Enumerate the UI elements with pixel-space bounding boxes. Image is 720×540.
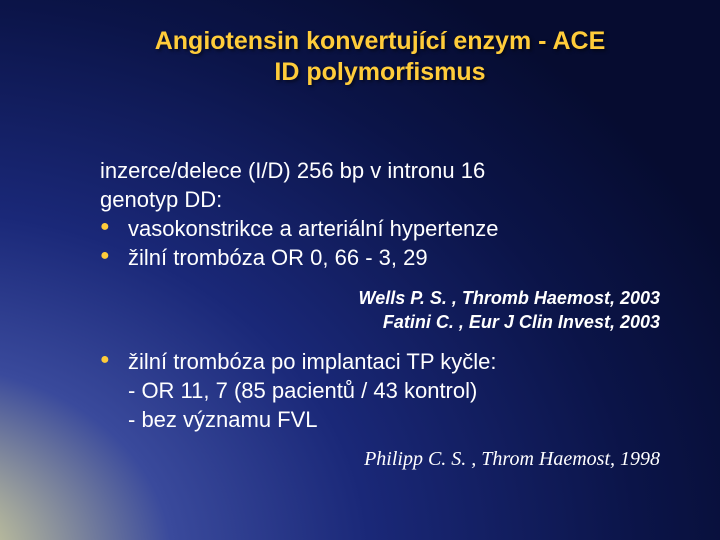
citation-block: Wells P. S. , Thromb Haemost, 2003 Fatin… (100, 286, 670, 335)
slide-title: Angiotensin konvertující enzym - ACE ID … (100, 26, 660, 89)
bullet-subline: - bez významu FVL (100, 405, 670, 434)
bullet-subline: - OR 11, 7 (85 pacientů / 43 kontrol) (100, 376, 670, 405)
slide-body: inzerce/delece (I/D) 256 bp v intronu 16… (100, 156, 670, 472)
title-line-2: ID polymorfismus (274, 58, 485, 86)
bullet-text: žilní trombóza po implantaci TP kyčle: (128, 349, 496, 374)
citation-line: Fatini C. , Eur J Clin Invest, 2003 (100, 310, 660, 334)
intro-line-1: inzerce/delece (I/D) 256 bp v intronu 16 (100, 156, 670, 185)
title-line-1: Angiotensin konvertující enzym - ACE (155, 27, 606, 55)
bullet-item: žilní trombóza po implantaci TP kyčle: (100, 347, 670, 376)
bullet-item: žilní trombóza OR 0, 66 - 3, 29 (100, 243, 670, 272)
citation-line: Wells P. S. , Thromb Haemost, 2003 (100, 286, 660, 310)
bullet-text: žilní trombóza OR 0, 66 - 3, 29 (128, 245, 428, 270)
intro-line-2: genotyp DD: (100, 185, 670, 214)
bullet-item: vasokonstrikce a arteriální hypertenze (100, 214, 670, 243)
bullet-text: vasokonstrikce a arteriální hypertenze (128, 216, 499, 241)
slide: Angiotensin konvertující enzym - ACE ID … (0, 0, 720, 540)
block-2: žilní trombóza po implantaci TP kyčle: -… (100, 347, 670, 434)
citation-line: Philipp C. S. , Throm Haemost, 1998 (100, 446, 670, 472)
